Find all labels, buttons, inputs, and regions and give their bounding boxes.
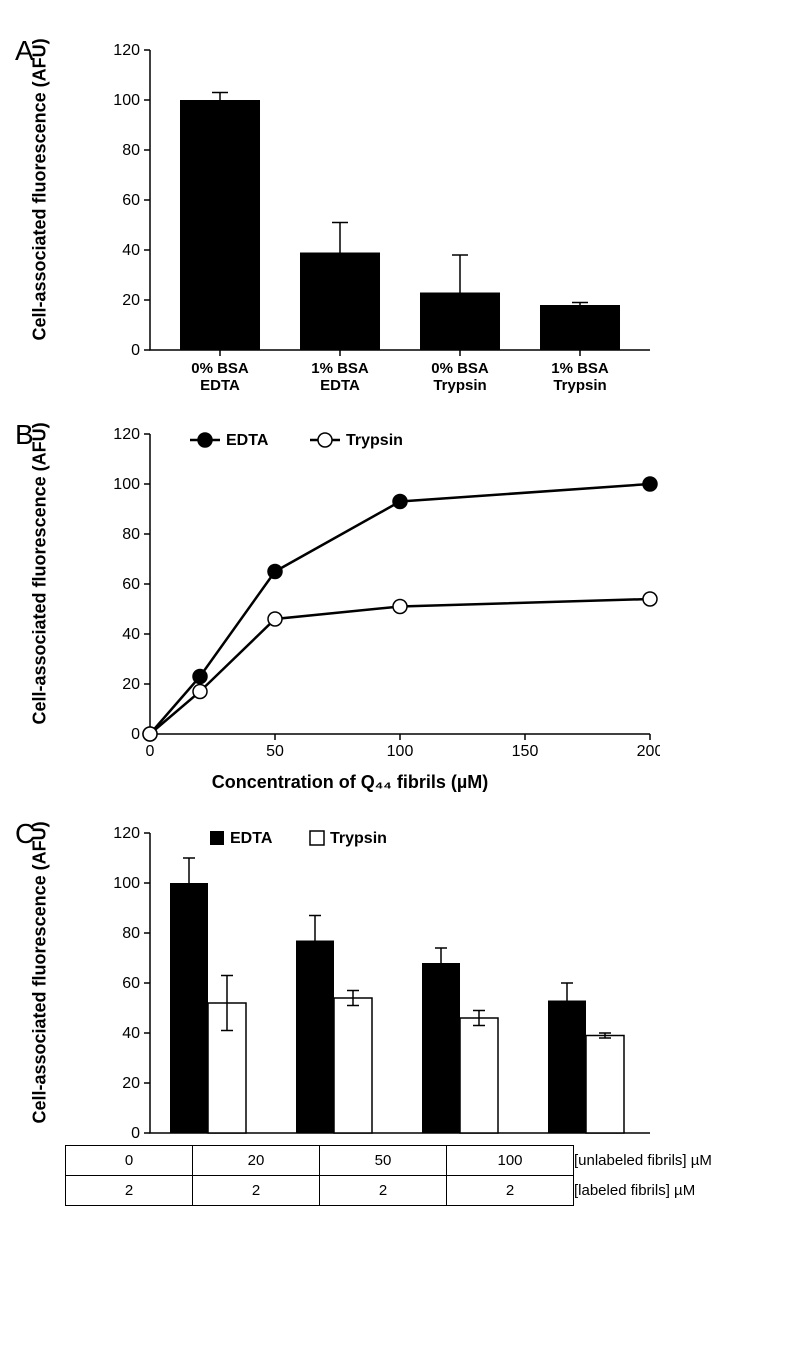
- svg-text:100: 100: [113, 92, 140, 109]
- svg-text:20: 20: [122, 676, 140, 693]
- panel-a: A Cell-associated fluorescence (AFU) 020…: [20, 40, 789, 394]
- svg-text:0: 0: [146, 743, 155, 760]
- panel-a-category: 0% BSATrypsin: [400, 360, 520, 394]
- svg-text:80: 80: [122, 142, 140, 159]
- panel-c-table-cell: 2: [320, 1176, 447, 1206]
- panel-b-svg: 0 20 40 60 80 100 120 0 50 100 150 200 EDTA Trypsin: [100, 424, 660, 764]
- panel-c-table-cell: 100: [447, 1146, 574, 1176]
- svg-text:80: 80: [122, 925, 140, 942]
- svg-text:100: 100: [113, 476, 140, 493]
- panel-c-table-cell: 2: [447, 1176, 574, 1206]
- svg-text:100: 100: [387, 743, 414, 760]
- svg-text:60: 60: [122, 192, 140, 209]
- svg-text:Trypsin: Trypsin: [330, 830, 387, 847]
- svg-text:150: 150: [512, 743, 539, 760]
- panel-b-xlabel-text: Concentration of Q₄₄ fibrils (µM): [212, 772, 489, 792]
- svg-text:120: 120: [113, 426, 140, 443]
- svg-text:120: 120: [113, 825, 140, 842]
- svg-text:Trypsin: Trypsin: [346, 432, 403, 449]
- panel-c-table-cell: 2: [66, 1176, 193, 1206]
- panel-a-ylabel: Cell-associated fluorescence (AFU): [30, 41, 51, 341]
- svg-text:0: 0: [131, 726, 140, 743]
- panel-a-categories: 0% BSAEDTA1% BSAEDTA0% BSATrypsin1% BSAT…: [160, 360, 789, 394]
- panel-a-svg: 0 20 40 60 80 100 120: [100, 40, 660, 360]
- svg-text:60: 60: [122, 975, 140, 992]
- panel-c-table-cell: 2: [193, 1176, 320, 1206]
- panel-a-category: 1% BSAEDTA: [280, 360, 400, 394]
- svg-text:40: 40: [122, 626, 140, 643]
- svg-text:EDTA: EDTA: [226, 432, 269, 449]
- svg-text:50: 50: [266, 743, 284, 760]
- panel-c-ylabel: Cell-associated fluorescence (AFU): [30, 824, 51, 1124]
- panel-a-category: 0% BSAEDTA: [160, 360, 280, 394]
- panel-c-table: 02050100[unlabeled fibrils] µM2222[label…: [65, 1145, 745, 1206]
- svg-text:40: 40: [122, 1025, 140, 1042]
- svg-text:20: 20: [122, 1075, 140, 1092]
- panel-b-ylabel: Cell-associated fluorescence (AFU): [30, 425, 51, 725]
- svg-text:40: 40: [122, 242, 140, 259]
- panel-c-row-label: [unlabeled fibrils] µM: [574, 1146, 745, 1176]
- panel-a-chart: Cell-associated fluorescence (AFU) 02040…: [100, 40, 789, 394]
- panel-b: B Cell-associated fluorescence (AFU) 020…: [20, 424, 789, 793]
- panel-c-row-label: [labeled fibrils] µM: [574, 1176, 745, 1206]
- panel-b-chart: Cell-associated fluorescence (AFU) 02040…: [100, 424, 789, 793]
- panel-a-category: 1% BSATrypsin: [520, 360, 640, 394]
- panel-c-table-cell: 0: [66, 1146, 193, 1176]
- svg-text:EDTA: EDTA: [230, 830, 273, 847]
- svg-text:120: 120: [113, 42, 140, 59]
- svg-text:80: 80: [122, 526, 140, 543]
- svg-text:200: 200: [637, 743, 660, 760]
- panel-c-chart: Cell-associated fluorescence (AFU) 02040…: [100, 823, 789, 1143]
- svg-text:0: 0: [131, 342, 140, 359]
- svg-text:20: 20: [122, 292, 140, 309]
- panel-c: C Cell-associated fluorescence (AFU) 020…: [20, 823, 789, 1206]
- panel-b-xlabel: Concentration of Q₄₄ fibrils (µM): [100, 772, 600, 793]
- svg-text:100: 100: [113, 875, 140, 892]
- svg-text:0: 0: [131, 1125, 140, 1142]
- panel-c-svg: 0 20 40 60 80 100 120 EDTA Trypsin: [100, 823, 660, 1143]
- panel-c-table-cell: 20: [193, 1146, 320, 1176]
- svg-text:60: 60: [122, 576, 140, 593]
- panel-c-table-cell: 50: [320, 1146, 447, 1176]
